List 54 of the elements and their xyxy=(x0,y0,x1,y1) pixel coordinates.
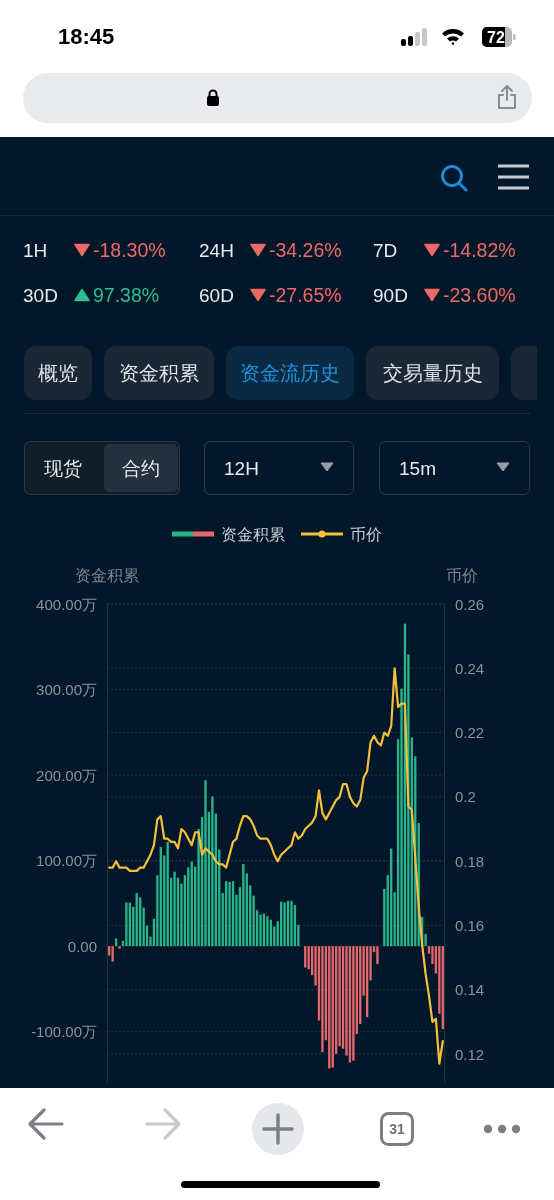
y-tick-label: 100.00万 xyxy=(36,852,97,870)
line-series xyxy=(108,667,444,1065)
bar xyxy=(111,946,114,962)
text: 60D xyxy=(199,283,234,307)
y2-tick-label: 0.24 xyxy=(455,659,485,677)
text: -27.65% xyxy=(269,283,342,307)
y-tick-label: 200.00万 xyxy=(36,766,97,784)
bar xyxy=(376,946,379,965)
y2-tick-label: 0.12 xyxy=(455,1045,485,1063)
text: 90D xyxy=(373,283,408,307)
text: 12H xyxy=(224,456,259,480)
y-tick-label: -100.00万 xyxy=(31,1023,97,1041)
text: 1H xyxy=(23,238,48,262)
text: 合约 xyxy=(122,456,160,480)
legend-label: 资金积累 xyxy=(221,525,285,543)
text: -34.26% xyxy=(269,238,342,262)
y2-tick-label: 0.18 xyxy=(455,852,485,870)
text: 概览 xyxy=(38,361,78,385)
text: 24H xyxy=(199,238,234,262)
text: 30D xyxy=(23,283,58,307)
text: -23.60% xyxy=(443,283,516,307)
text: 7D xyxy=(373,238,398,262)
bar xyxy=(321,946,324,1053)
text: -18.30% xyxy=(93,238,166,262)
y2-tick-label: 0.26 xyxy=(455,595,485,613)
y2-tick-label: 0.2 xyxy=(455,788,476,806)
bar xyxy=(204,780,207,947)
text: 31 xyxy=(389,1120,405,1138)
y2-tick-label: 0.14 xyxy=(455,981,485,999)
text: -14.82% xyxy=(443,238,516,262)
text: 交易量历史 xyxy=(382,361,483,385)
y-tick-label: 400.00万 xyxy=(36,595,97,613)
bar xyxy=(352,946,355,1061)
y2-tick-label: 0.16 xyxy=(455,916,485,934)
bar xyxy=(173,871,176,947)
y2-tick-label: 0.22 xyxy=(455,724,485,742)
text: 资金积累 xyxy=(119,361,199,385)
y-axis-title: 资金积累 xyxy=(75,566,139,584)
bar xyxy=(228,881,231,947)
bar xyxy=(242,864,245,947)
y-tick-label: 300.00万 xyxy=(36,681,97,699)
text: 现货 xyxy=(44,456,82,480)
text: 15m xyxy=(399,456,436,480)
y2-axis-title: 币价 xyxy=(446,566,478,584)
bar xyxy=(259,914,262,947)
bar xyxy=(211,796,214,947)
legend-label: 币价 xyxy=(350,525,382,543)
text: 资金流历史 xyxy=(240,361,340,385)
bar xyxy=(290,900,293,947)
text: 72 xyxy=(487,27,505,47)
text: 97.38% xyxy=(93,283,160,307)
bar xyxy=(118,946,121,949)
y-tick-label: 0.00 xyxy=(67,937,97,955)
text: 18:45 xyxy=(58,24,115,50)
